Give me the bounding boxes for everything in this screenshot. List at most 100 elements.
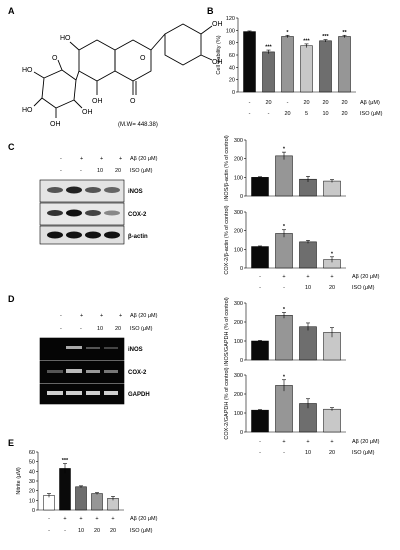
row-e-0-3: + [95,516,98,522]
bar-d-inos-0 [251,340,269,361]
svg-text:OH: OH [50,121,61,128]
significance-c-cox2-1: * [283,224,286,230]
blot-d-label-3: GAPDH [128,392,150,398]
blot-d-label-1: iNOS [128,347,143,353]
row-b-1-3: 5 [305,111,308,117]
bar-e-3 [91,493,103,511]
row-label-e-0: Aβ (20 μM) [130,516,158,522]
significance-d-inos-1: * [283,307,286,313]
row-label-e-1: ISO (μM) [130,528,153,534]
row-c-cox2-1-2: 10 [305,285,311,291]
y-tick-label-e-5: 50 [29,460,35,466]
significance-b-5: ** [342,30,347,36]
chart-c-inos: 0 100 200 300 iNOS/β-actin (% of control) * [224,135,346,201]
blot-d-iso-3: 10 [97,326,103,332]
bar-d-inos-2 [299,326,317,361]
y-tick-label-b-0: 0 [232,90,235,96]
chart-e-nitrite: 0 10 20 30 40 50 60 Nitrite (μM) *** - + + + + Aβ (20 … [16,450,158,534]
bar-e-0 [43,495,55,511]
row-b-0-2: - [287,100,289,106]
y-tick-label-d-inos-0: 0 [240,358,243,364]
row-e-0-1: + [63,516,66,522]
significance-c-cox2-3: * [331,251,334,257]
bar-c-cox2-0 [251,246,269,269]
svg-text:HO: HO [60,35,71,42]
panel-label-e: E [8,438,14,448]
svg-text:OH: OH [212,59,223,66]
svg-text:HO: HO [22,107,33,114]
row-d-cox2-0-2: + [306,439,309,445]
y-axis-label-e: Nitrite (μM) [16,467,22,494]
blot-c-iso-2: - [80,168,82,174]
panel-label-c: C [8,142,15,152]
significance-b-1: *** [265,45,272,51]
blot-d-iso-label: ISO (μM) [130,326,153,332]
row-b-0-3: 20 [303,100,309,106]
blot-c-iso-label: ISO (μM) [130,168,153,174]
svg-text:OH: OH [92,98,103,105]
row-d-cox2-1-2: 10 [305,450,311,456]
y-tick-label-b-6: 120 [226,16,235,22]
bar-d-inos-1 [275,315,293,361]
y-tick-label-c-cox2-3: 300 [234,210,243,216]
row-b-1-2: 20 [284,111,290,117]
row-label-c-cox2-1: ISO (μM) [352,285,375,291]
y-tick-label-d-cox2-1: 100 [234,411,243,417]
y-tick-label-d-cox2-3: 300 [234,373,243,379]
y-tick-label-e-0: 0 [32,508,35,514]
y-tick-label-e-3: 30 [29,479,35,485]
panel-label-b: B [207,6,214,16]
y-axis-label-b: Cell viability (%) [216,35,222,74]
row-e-1-4: 20 [110,528,116,534]
blot-d-ab-1: - [60,313,62,319]
row-d-cox2-0-3: + [330,439,333,445]
row-d-cox2-1-0: - [259,450,261,456]
y-tick-label-b-2: 40 [229,65,235,71]
blot-c-label-3: β-actin [128,234,148,240]
row-e-1-2: 10 [78,528,84,534]
row-b-1-4: 10 [322,111,328,117]
row-b-1-0: - [249,111,251,117]
blot-c-ab-2: + [80,156,83,162]
row-label-d-cox2-0: Aβ (20 μM) [352,439,380,445]
significance-b-3: *** [303,38,310,44]
blot-d-iso-1: - [60,326,62,332]
bar-b-0 [243,31,256,93]
y-axis-label-d-inos: iNOS/GAPDH (% of control) [224,297,230,366]
y-tick-label-c-cox2-0: 0 [240,266,243,272]
significance-b-2: * [286,30,289,36]
y-tick-label-e-2: 20 [29,489,35,495]
blot-d-label-2: COX-2 [128,370,147,376]
blot-c-ab-4: + [119,156,122,162]
row-e-0-0: - [48,516,50,522]
y-tick-label-d-inos-3: 300 [234,301,243,307]
y-axis-label-c-inos: iNOS/β-actin (% of control) [224,135,230,201]
y-tick-label-d-inos-2: 200 [234,320,243,326]
bar-b-1 [262,51,275,93]
row-c-cox2-1-1: - [283,285,285,291]
bar-d-cox2-0 [251,409,269,433]
blot-c-iso-1: - [60,168,62,174]
blot-d-ab-4: + [119,313,122,319]
significance-d-cox2-1: * [283,374,286,380]
y-tick-label-c-inos-0: 0 [240,194,243,200]
svg-text:O: O [130,98,136,105]
row-e-0-2: + [79,516,82,522]
bar-b-2 [281,36,294,93]
y-tick-label-c-cox2-2: 200 [234,229,243,235]
bar-c-cox2-1 [275,233,293,269]
blot-c-ab-3: + [100,156,103,162]
bar-c-cox2-2 [299,241,317,269]
y-axis-label-c-cox2: COX-2/β-actin (% of control) [224,205,230,274]
row-c-cox2-0-3: + [330,274,333,280]
panel-label-a: A [8,6,15,16]
chemical-structure [33,23,213,118]
y-tick-label-e-1: 10 [29,498,35,504]
blot-c-iso-4: 20 [115,168,121,174]
row-label-c-cox2-0: Aβ (20 μM) [352,274,380,280]
bar-d-cox2-1 [275,385,293,433]
blot-d-iso-4: 20 [115,326,121,332]
y-axis-label-d-cox2: COX-2/GAPDH (% of control) [224,367,230,439]
